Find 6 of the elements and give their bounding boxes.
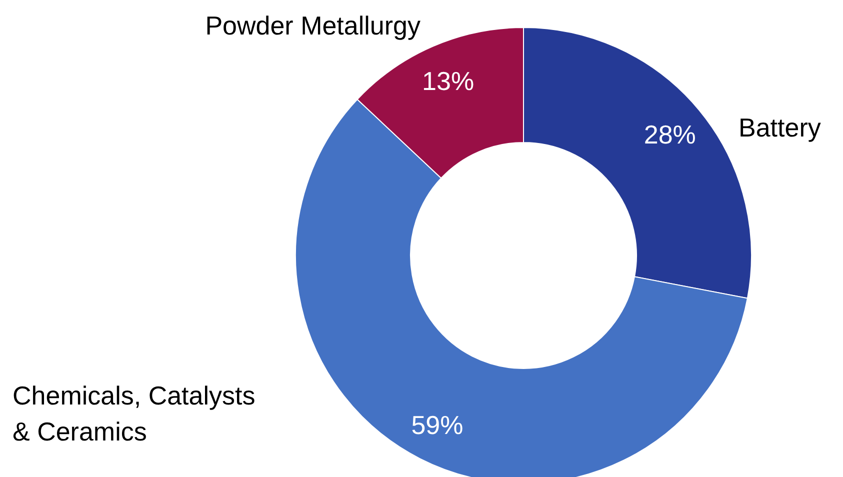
slice-label: Battery: [738, 112, 821, 142]
slice-label: Chemicals, Catalysts & Ceramics: [12, 380, 256, 446]
data-label: 13%: [422, 66, 474, 96]
slice-label: Powder Metallurgy: [205, 10, 420, 40]
data-label: 28%: [644, 119, 696, 150]
data-label: 59%: [411, 410, 464, 440]
